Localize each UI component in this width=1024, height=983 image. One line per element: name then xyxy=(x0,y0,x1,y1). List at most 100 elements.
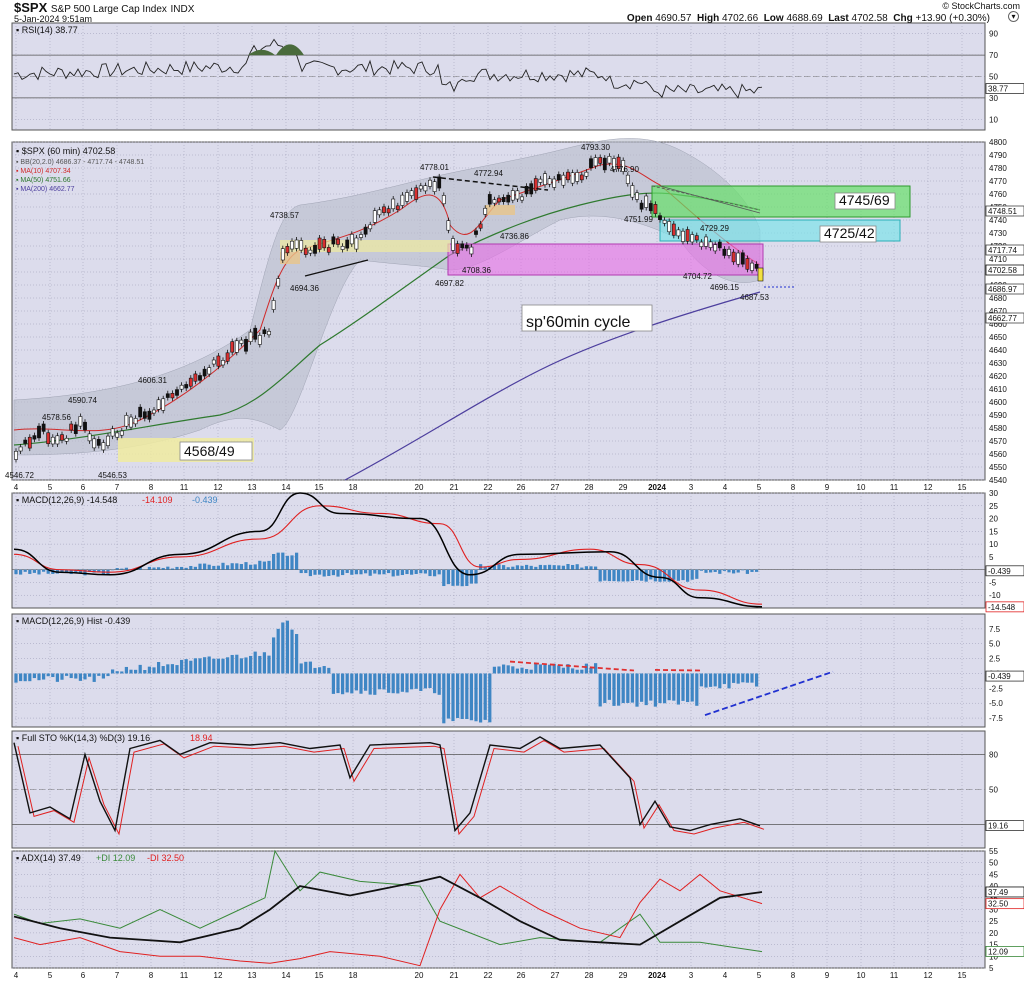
hist-bar xyxy=(157,662,161,674)
candle-body xyxy=(267,331,271,336)
y-tick-label: 4600 xyxy=(989,398,1007,407)
macd-hist-bar xyxy=(97,569,101,573)
candle-body xyxy=(50,436,55,445)
rsi-legend: ▪ RSI(14) 38.77 xyxy=(16,25,78,35)
macd-hist-bar xyxy=(437,569,441,575)
value-tag-label: 37.49 xyxy=(988,888,1009,897)
candle-body xyxy=(754,263,759,269)
minus-di-line xyxy=(13,873,763,967)
macd-hist-bar xyxy=(419,569,423,574)
hist-bar xyxy=(170,664,174,674)
hist-bar xyxy=(14,673,18,683)
hist-bar xyxy=(515,668,519,674)
hist-bar xyxy=(19,673,23,682)
panel-frame-2 xyxy=(11,492,986,609)
hist-bar xyxy=(446,673,450,719)
hist-bar xyxy=(221,658,225,674)
y-tick-label: 50 xyxy=(989,786,998,795)
candle-body xyxy=(630,185,635,198)
macd-hist-bar xyxy=(750,569,754,572)
x-axis-label: 15 xyxy=(958,483,967,492)
x-axis-label-bottom: 4 xyxy=(14,971,19,980)
candle-body xyxy=(506,194,511,203)
candle-body xyxy=(354,237,359,250)
hist-bar xyxy=(152,667,156,674)
macd-hist-bar xyxy=(640,569,644,581)
hist-bar xyxy=(713,673,717,687)
hist-bar xyxy=(400,673,404,692)
hist-bar xyxy=(290,629,294,674)
macd-hist-bar xyxy=(364,569,368,574)
macd-hist-bar xyxy=(331,569,335,576)
candle-body xyxy=(271,300,276,310)
macd-hist-bar xyxy=(115,568,119,570)
candle-body xyxy=(428,179,432,187)
candle-body xyxy=(552,178,557,188)
adx-legend: ▪ ADX(14) 37.49 xyxy=(16,853,81,863)
candle-body xyxy=(230,341,235,353)
candle-body xyxy=(290,240,294,250)
candle-body xyxy=(363,226,368,235)
annotation-text: sp'60min cycle xyxy=(526,314,631,331)
macd-hist-bar xyxy=(285,555,289,570)
candle-body xyxy=(41,423,46,432)
macd-hist-bar xyxy=(272,553,276,570)
candle-body xyxy=(658,215,662,220)
hist-bar xyxy=(718,673,722,689)
x-axis-label: 3 xyxy=(689,483,694,492)
x-axis-label: 18 xyxy=(349,483,358,492)
candle-body xyxy=(124,415,129,427)
macd-hist-bar xyxy=(695,569,699,579)
price-annotation: 4578.56 xyxy=(42,413,71,422)
macd-hist-bar xyxy=(327,569,331,576)
instrument-name: S&P 500 Large Cap Index xyxy=(50,4,167,15)
value-tag-label: 4686.97 xyxy=(988,285,1017,294)
hist-bar xyxy=(46,673,50,677)
macd-hist-bar xyxy=(221,562,225,570)
hist-bar xyxy=(396,673,400,694)
candle-body xyxy=(570,172,575,184)
hist-bar xyxy=(147,666,151,674)
hist-bar xyxy=(589,667,593,674)
hist-bar xyxy=(525,669,529,674)
candle-body xyxy=(418,185,423,190)
macd-hist-bar xyxy=(290,555,294,570)
price-annotation: 4751.99 xyxy=(624,215,653,224)
candle-body xyxy=(451,238,455,251)
hist-bar xyxy=(341,673,345,695)
x-axis-label-bottom: 12 xyxy=(924,971,933,980)
macd-hist-bar xyxy=(681,569,685,581)
candle-body xyxy=(662,219,667,224)
hist-bar xyxy=(488,673,492,723)
y-tick-label: 10 xyxy=(989,540,998,549)
x-axis-label: 14 xyxy=(282,483,291,492)
macd-hist-bar xyxy=(157,567,161,570)
annotation-text: 4568/49 xyxy=(184,443,235,459)
hist-bar xyxy=(111,669,115,674)
value-tag-label: -14.548 xyxy=(988,603,1016,612)
candle-body xyxy=(593,157,598,167)
y-tick-label: 4580 xyxy=(989,424,1007,433)
candle-body xyxy=(23,439,28,444)
macd-hist-bar xyxy=(755,569,759,572)
value-tag-label: 12.09 xyxy=(988,947,1009,956)
macd-hist-bar xyxy=(607,569,611,582)
macd-hist-bar xyxy=(226,565,230,570)
x-axis-label: 5 xyxy=(757,483,762,492)
y-tick-label: 4680 xyxy=(989,294,1007,303)
macd-hist-bar xyxy=(354,569,358,575)
settings-icon[interactable]: ▾ xyxy=(1008,11,1019,22)
candle-body xyxy=(64,437,69,442)
last-candle xyxy=(757,267,764,282)
y-tick-label: 5 xyxy=(989,964,994,973)
x-axis-label: 10 xyxy=(857,483,866,492)
macd-hist-bar xyxy=(566,564,570,570)
macd-hist-bar xyxy=(322,569,326,577)
hist-bar xyxy=(511,666,515,674)
macd-hist-bar xyxy=(345,569,349,574)
hist-bar xyxy=(92,673,96,682)
candle-body xyxy=(492,199,497,204)
macd-hist-bar xyxy=(391,569,395,577)
candle-body xyxy=(349,233,354,245)
